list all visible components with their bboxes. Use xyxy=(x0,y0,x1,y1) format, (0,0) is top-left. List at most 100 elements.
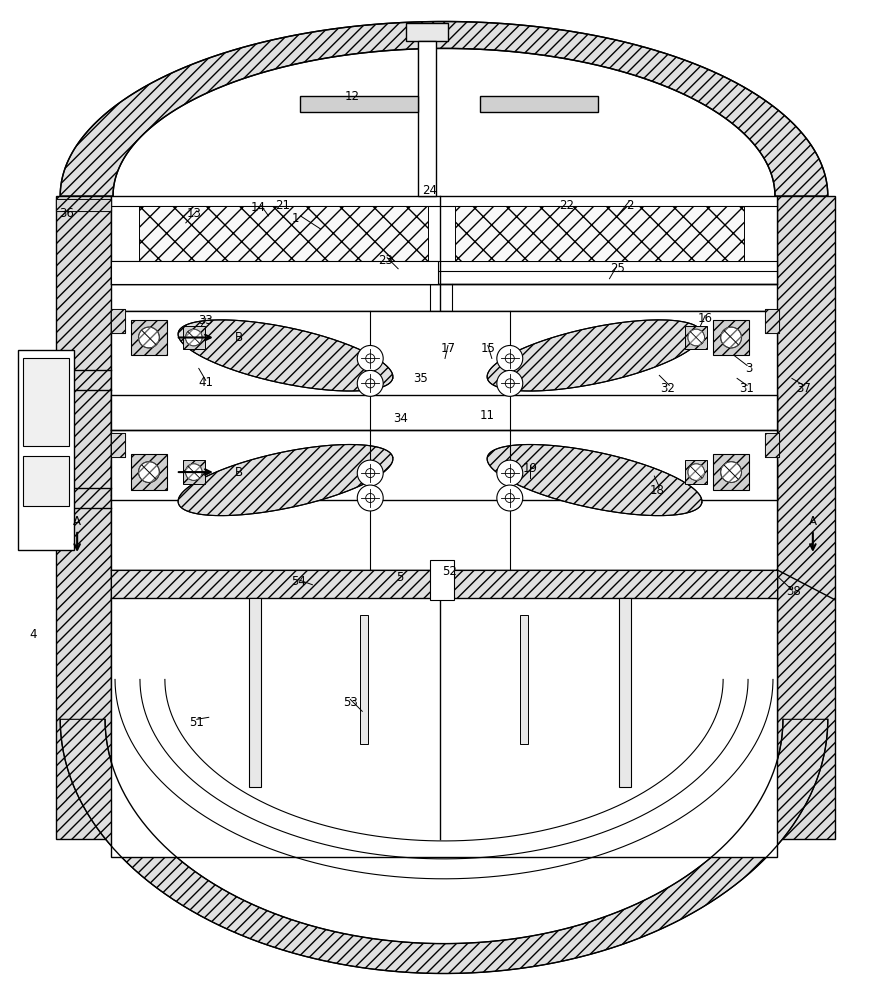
Bar xyxy=(111,433,125,457)
Bar xyxy=(455,206,744,261)
Bar xyxy=(765,433,779,457)
Text: 15: 15 xyxy=(480,342,495,355)
Bar xyxy=(685,460,707,484)
Bar xyxy=(765,309,779,333)
Text: 31: 31 xyxy=(740,382,755,395)
Text: 25: 25 xyxy=(610,262,625,275)
Bar xyxy=(111,309,125,333)
Bar xyxy=(111,570,777,600)
Polygon shape xyxy=(60,22,828,196)
Text: B: B xyxy=(235,466,243,479)
Bar xyxy=(360,615,368,744)
Text: 22: 22 xyxy=(559,199,574,212)
Text: 2: 2 xyxy=(626,199,633,212)
Polygon shape xyxy=(178,320,393,391)
Text: 23: 23 xyxy=(378,254,393,267)
Bar xyxy=(430,560,454,600)
Text: 19: 19 xyxy=(522,462,537,475)
Bar xyxy=(111,433,125,457)
Bar xyxy=(418,41,436,196)
Text: 51: 51 xyxy=(189,716,204,729)
Circle shape xyxy=(688,329,705,346)
Text: 37: 37 xyxy=(797,382,812,395)
Bar xyxy=(620,598,631,787)
Circle shape xyxy=(139,327,159,348)
Text: 17: 17 xyxy=(440,342,455,355)
Text: 4: 4 xyxy=(29,628,37,641)
Circle shape xyxy=(357,345,383,371)
Bar xyxy=(56,199,111,211)
Bar xyxy=(300,96,418,112)
Circle shape xyxy=(497,370,523,396)
Bar xyxy=(685,326,707,349)
Text: 13: 13 xyxy=(187,207,201,220)
Text: 24: 24 xyxy=(422,184,437,197)
Text: 14: 14 xyxy=(251,201,266,214)
Text: 5: 5 xyxy=(396,571,404,584)
Bar xyxy=(56,196,111,839)
Circle shape xyxy=(688,464,705,480)
Circle shape xyxy=(186,329,202,346)
Bar xyxy=(406,23,448,41)
Circle shape xyxy=(139,462,159,482)
Bar xyxy=(249,598,260,787)
Bar xyxy=(111,309,125,333)
Bar xyxy=(23,358,69,446)
Bar xyxy=(777,196,835,839)
Text: 16: 16 xyxy=(698,312,713,325)
Bar xyxy=(418,31,434,101)
Bar xyxy=(765,309,779,333)
Text: 21: 21 xyxy=(275,199,290,212)
Text: 33: 33 xyxy=(198,314,213,327)
Circle shape xyxy=(186,464,202,480)
Bar xyxy=(111,598,777,857)
Bar xyxy=(111,196,777,284)
Bar xyxy=(183,460,204,484)
Bar xyxy=(713,320,749,355)
Bar xyxy=(480,96,597,112)
Bar xyxy=(111,261,438,284)
Bar xyxy=(131,454,167,490)
Text: 52: 52 xyxy=(443,565,458,578)
Bar xyxy=(111,570,777,600)
Bar xyxy=(183,326,204,349)
Circle shape xyxy=(721,462,741,482)
Polygon shape xyxy=(60,719,828,974)
Bar xyxy=(111,460,777,500)
Bar xyxy=(713,454,749,490)
Bar xyxy=(19,350,74,550)
Circle shape xyxy=(721,327,741,348)
Circle shape xyxy=(497,485,523,511)
Bar xyxy=(139,206,428,261)
Text: 38: 38 xyxy=(787,585,801,598)
Bar xyxy=(520,615,528,744)
Text: 12: 12 xyxy=(345,90,360,103)
Text: 3: 3 xyxy=(745,362,753,375)
Polygon shape xyxy=(487,320,702,391)
Bar xyxy=(131,320,167,355)
Text: 41: 41 xyxy=(198,376,213,389)
Text: 32: 32 xyxy=(660,382,675,395)
Circle shape xyxy=(357,460,383,486)
Polygon shape xyxy=(178,444,393,516)
Circle shape xyxy=(497,345,523,371)
Bar xyxy=(56,199,111,211)
Text: 1: 1 xyxy=(292,212,300,225)
Text: B: B xyxy=(235,331,243,344)
Text: 54: 54 xyxy=(291,575,306,588)
Bar xyxy=(111,430,777,570)
Text: 53: 53 xyxy=(343,696,357,709)
Text: 11: 11 xyxy=(479,409,494,422)
Text: 18: 18 xyxy=(650,484,665,497)
Polygon shape xyxy=(487,444,702,516)
Bar xyxy=(111,311,777,430)
Bar xyxy=(111,395,777,435)
Text: 36: 36 xyxy=(59,207,74,220)
Circle shape xyxy=(357,485,383,511)
Bar xyxy=(765,433,779,457)
Circle shape xyxy=(497,460,523,486)
Text: 34: 34 xyxy=(393,412,407,425)
Text: 35: 35 xyxy=(412,372,428,385)
Bar xyxy=(23,456,69,506)
Circle shape xyxy=(357,370,383,396)
